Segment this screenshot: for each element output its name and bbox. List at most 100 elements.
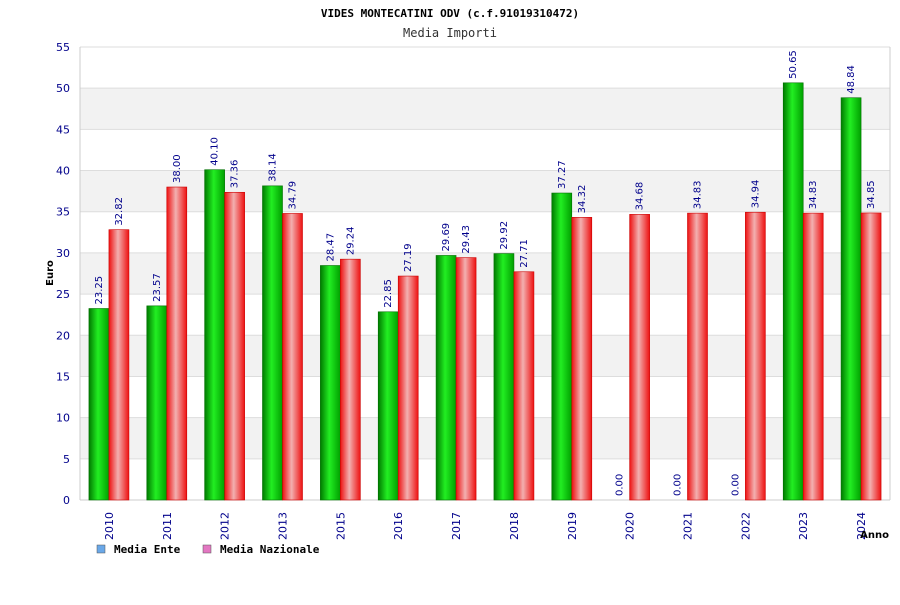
data-label-media-nazionale-2015: 29.24: [345, 227, 356, 256]
bar-media-nazionale-2023: [802, 212, 824, 501]
data-label-media-ente-2022: 0.00: [730, 474, 741, 496]
data-label-media-ente-2013: 38.14: [268, 153, 279, 182]
y-tick-label: 45: [56, 123, 70, 136]
x-tick-label-2022: 2022: [739, 512, 752, 540]
x-tick-label-2024: 2024: [855, 512, 868, 540]
data-label-media-ente-2023: 50.65: [788, 50, 799, 79]
data-label-media-ente-2012: 40.10: [210, 137, 221, 166]
grid-band: [80, 88, 890, 130]
grid-band: [80, 335, 890, 377]
data-labels: 23.25 32.82 23.57 38.00 40.10 37.36 38.14 34.79…: [94, 50, 877, 496]
data-label-media-ente-2018: 29.92: [499, 221, 510, 250]
data-label-media-nazionale-2011: 38.00: [172, 154, 183, 183]
bar-media-ente-2016: [377, 311, 399, 501]
legend-swatch-media-ente: [96, 544, 106, 554]
y-tick-label: 5: [63, 453, 70, 466]
data-label-media-ente-2021: 0.00: [673, 474, 684, 496]
x-tick-label-2013: 2013: [277, 512, 290, 540]
data-label-media-nazionale-2023: 34.83: [808, 180, 819, 209]
data-label-media-nazionale-2012: 37.36: [230, 160, 241, 189]
y-tick-label: 0: [63, 494, 70, 507]
data-label-media-nazionale-2010: 32.82: [114, 197, 125, 226]
data-label-media-ente-2019: 37.27: [557, 160, 568, 189]
bar-media-ente-2012: [204, 169, 225, 501]
data-label-media-nazionale-2020: 34.68: [635, 182, 646, 211]
data-label-media-nazionale-2013: 34.79: [288, 181, 299, 210]
y-tick-label: 30: [56, 247, 70, 260]
y-tick-label: 20: [56, 329, 70, 342]
grid-band: [80, 170, 890, 212]
data-label-media-nazionale-2018: 27.71: [519, 239, 530, 268]
x-tick-label-2023: 2023: [797, 512, 810, 540]
bar-media-nazionale-2021: [687, 212, 708, 501]
grid-band: [80, 252, 890, 295]
x-tick-label-2016: 2016: [392, 512, 405, 540]
data-label-media-ente-2010: 23.25: [94, 276, 105, 305]
data-label-media-nazionale-2017: 29.43: [461, 225, 472, 254]
bar-media-nazionale-2010: [108, 229, 130, 501]
legend: Media Ente Media Nazionale: [96, 543, 320, 556]
x-tick-label-2010: 2010: [103, 512, 116, 540]
y-tick-label: 35: [56, 206, 70, 219]
legend-label-media-nazionale: Media Nazionale: [220, 543, 320, 556]
bar-series: [88, 82, 882, 501]
x-tick-label-2012: 2012: [219, 512, 232, 540]
bar-media-nazionale-2011: [166, 186, 188, 501]
legend-label-media-ente: Media Ente: [114, 543, 181, 556]
x-tick-label-2019: 2019: [566, 512, 579, 540]
plot-background: [79, 46, 891, 501]
data-label-media-ente-2011: 23.57: [152, 273, 163, 302]
x-tick-label-2021: 2021: [682, 512, 695, 540]
y-axis-label: Euro: [45, 260, 56, 286]
data-label-media-nazionale-2024: 34.85: [866, 180, 877, 209]
bar-media-ente-2017: [435, 255, 457, 501]
y-tick-label: 40: [56, 165, 70, 178]
x-tick-label-2011: 2011: [161, 512, 174, 540]
y-axis-ticks: 0 5 10 15 20 25 30 35 40 45 50 55: [56, 41, 70, 507]
y-tick-label: 25: [56, 288, 70, 301]
bar-media-ente-2015: [320, 265, 341, 501]
chart-title: VIDES MONTECATINI ODV (c.f.91019310472): [321, 7, 579, 20]
bar-media-ente-2013: [262, 185, 283, 501]
x-tick-label-2017: 2017: [450, 512, 463, 540]
bar-media-ente-2010: [88, 308, 110, 501]
grid-band: [80, 417, 890, 459]
bar-media-nazionale-2024: [860, 212, 882, 501]
data-label-media-nazionale-2021: 34.83: [693, 180, 704, 209]
data-label-media-nazionale-2022: 34.94: [750, 180, 761, 209]
y-tick-label: 55: [56, 41, 70, 54]
x-tick-label-2020: 2020: [624, 512, 637, 540]
data-label-media-ente-2015: 28.47: [325, 233, 336, 262]
bar-media-ente-2023: [782, 82, 804, 501]
bar-media-nazionale-2018: [513, 271, 535, 501]
data-label-media-ente-2017: 29.69: [441, 223, 452, 252]
legend-swatch-media-nazionale: [202, 544, 212, 554]
data-label-media-ente-2020: 0.00: [615, 474, 626, 496]
y-tick-label: 15: [56, 370, 70, 383]
x-axis-ticks: 2010 2011 2012 2013 2015 2016 2017 2018 2019 2020…: [103, 512, 868, 540]
bar-media-nazionale-2015: [340, 258, 361, 501]
bar-media-ente-2019: [551, 192, 573, 501]
y-tick-label: 50: [56, 82, 70, 95]
x-tick-label-2015: 2015: [334, 512, 347, 540]
bar-media-nazionale-2022: [745, 211, 766, 501]
bar-media-nazionale-2013: [282, 213, 303, 501]
y-tick-label: 10: [56, 412, 70, 425]
bar-media-nazionale-2017: [455, 257, 477, 501]
bar-media-ente-2024: [840, 97, 862, 501]
data-label-media-ente-2016: 22.85: [383, 279, 394, 308]
bar-media-ente-2011: [146, 305, 168, 501]
data-label-media-nazionale-2019: 34.32: [577, 185, 588, 214]
chart-subtitle: Media Importi: [403, 26, 497, 40]
bar-media-nazionale-2019: [571, 217, 593, 501]
data-label-media-nazionale-2016: 27.19: [403, 243, 414, 272]
x-axis-label: Anno: [860, 530, 889, 541]
data-label-media-ente-2024: 48.84: [846, 65, 857, 94]
x-tick-label-2018: 2018: [508, 512, 521, 540]
bar-media-nazionale-2016: [397, 275, 419, 501]
bar-media-ente-2018: [493, 253, 515, 501]
bar-media-nazionale-2020: [629, 214, 650, 501]
bar-media-nazionale-2012: [224, 191, 245, 501]
